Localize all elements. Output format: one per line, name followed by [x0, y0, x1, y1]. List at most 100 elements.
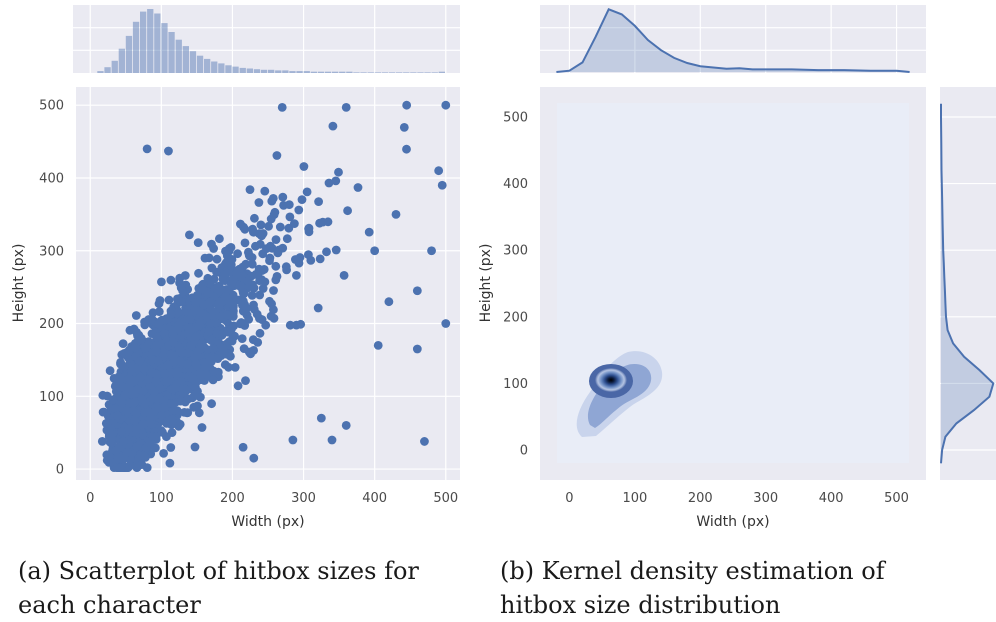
scatter-point — [221, 246, 230, 256]
scatter-outlier — [391, 209, 401, 219]
scatter-point — [141, 453, 150, 462]
kde-peak — [595, 368, 627, 392]
scatter-point — [260, 277, 270, 287]
scatter-outlier — [288, 435, 298, 445]
histogram-bar — [417, 72, 424, 73]
scatter-point — [152, 333, 162, 343]
histogram-bar — [360, 72, 367, 73]
scatter-point — [133, 385, 142, 394]
scatter-point — [266, 241, 275, 251]
scatter-point — [173, 309, 183, 318]
scatter-point — [175, 356, 185, 366]
scatter-point — [399, 123, 409, 132]
scatter-point — [244, 315, 254, 324]
scatter-point — [272, 151, 282, 160]
scatter-point — [190, 442, 200, 452]
caption-a: (a) Scatterplot of hitbox sizes for each… — [18, 557, 419, 619]
scatter-point — [97, 437, 107, 446]
scatter-point — [166, 309, 176, 319]
scatter-point — [149, 387, 159, 396]
width-kde-grid — [540, 5, 926, 73]
scatter-point — [294, 205, 304, 215]
kde-y-tick-label: 100 — [503, 377, 528, 392]
scatter-point — [137, 394, 147, 404]
scatter-outlier — [412, 286, 422, 296]
scatter-outlier — [384, 297, 394, 307]
scatter-outlier — [277, 102, 287, 112]
scatter-outlier — [142, 144, 152, 154]
scatter-points — [97, 100, 451, 472]
scatter-point — [167, 428, 177, 437]
scatter-point — [153, 356, 163, 366]
scatter-point — [182, 359, 192, 369]
scatter-point — [264, 221, 273, 231]
scatter-point — [196, 307, 205, 317]
scatter-point — [131, 311, 141, 320]
scatter-point — [160, 369, 169, 378]
scatter-point — [135, 356, 144, 366]
scatter-y-tick-label: 300 — [39, 244, 64, 259]
histogram-bar — [125, 35, 133, 73]
scatter-point — [254, 198, 264, 207]
scatter-point — [140, 408, 150, 417]
histogram-bar — [353, 72, 360, 73]
scatter-point — [261, 320, 271, 330]
scatter-point — [269, 305, 278, 315]
scatter-point — [227, 255, 237, 264]
histogram-bar — [260, 69, 268, 73]
scatter-point — [297, 195, 307, 205]
histogram-bar — [189, 51, 197, 73]
scatter-point — [157, 277, 166, 287]
scatter-point — [159, 449, 169, 458]
scatter-point — [232, 269, 241, 279]
scatter-point — [117, 427, 126, 437]
kde-x-tick-label: 300 — [753, 491, 778, 506]
scatter-point — [206, 319, 215, 328]
scatter-point — [186, 341, 196, 351]
histogram-bar — [317, 71, 325, 73]
scatter-point — [151, 369, 161, 379]
scatter-point — [324, 178, 334, 188]
scatter-point — [119, 436, 129, 446]
scatter-point — [132, 463, 142, 472]
scatter-point — [163, 360, 173, 370]
scatter-x-tick-label: 100 — [149, 491, 174, 506]
scatter-point — [299, 162, 309, 171]
scatter-point — [208, 344, 218, 353]
scatter-point — [155, 296, 165, 305]
histogram-bar — [154, 13, 161, 73]
scatter-point — [171, 383, 180, 393]
scatter-point — [166, 443, 176, 452]
scatter-point — [323, 217, 333, 227]
scatter-point — [402, 144, 411, 154]
kde-x-ticks: 0 100 200 300 400 500 — [565, 491, 909, 506]
scatter-point — [268, 194, 278, 203]
scatter-x-tick-label: 0 — [86, 491, 94, 506]
scatter-point — [125, 325, 135, 335]
scatter-point — [239, 222, 248, 232]
scatter-point — [235, 319, 245, 329]
scatter-y-tick-label: 0 — [56, 463, 64, 478]
scatter-point — [207, 263, 217, 273]
histogram-bar — [289, 71, 296, 73]
scatter-point — [246, 349, 256, 359]
scatter-point — [218, 344, 228, 354]
scatter-outlier — [373, 340, 383, 350]
histogram-bar — [388, 72, 396, 73]
histogram-bar — [204, 58, 211, 73]
scatter-x-ticks: 0 100 200 300 400 500 — [86, 491, 458, 506]
scatter-point — [191, 378, 201, 387]
histogram-bar — [296, 71, 303, 73]
kde-x-tick-label: 100 — [622, 491, 647, 506]
scatter-point — [218, 274, 228, 284]
histogram-bar — [424, 72, 431, 73]
scatter-outlier — [341, 102, 351, 112]
scatter-point — [253, 338, 263, 347]
scatter-point — [217, 285, 226, 294]
scatter-point — [195, 368, 205, 378]
histogram-bar — [140, 11, 147, 74]
scatter-point — [98, 407, 108, 417]
scatter-point — [275, 222, 285, 232]
scatter-point — [331, 245, 341, 255]
scatter-point — [304, 250, 313, 259]
